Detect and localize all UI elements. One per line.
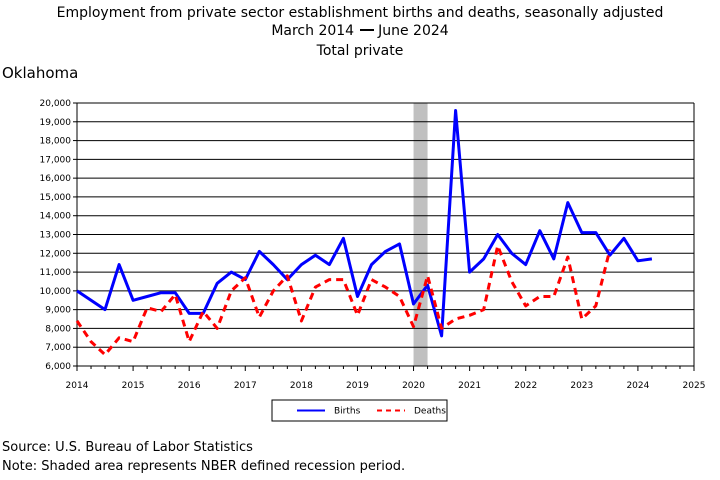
y-tick-label: 8,000 xyxy=(45,324,71,334)
x-tick-label: 2022 xyxy=(514,381,537,391)
region-label: Oklahoma xyxy=(2,64,79,82)
legend: Births Deaths xyxy=(271,399,448,422)
gridlines xyxy=(77,102,694,367)
y-tick-label: 7,000 xyxy=(45,343,71,353)
y-tick-label: 14,000 xyxy=(40,212,72,222)
chart-title: Employment from private sector establish… xyxy=(56,5,664,21)
source-note: Source: U.S. Bureau of Labor Statistics xyxy=(2,440,253,455)
legend-label-deaths: Deaths xyxy=(414,407,446,417)
subtitle-start: March 2014 xyxy=(271,23,355,39)
x-tick-label: 2019 xyxy=(346,381,369,391)
dash-glyph xyxy=(360,28,375,31)
y-tick-label: 16,000 xyxy=(40,174,72,184)
x-tick-label: 2021 xyxy=(458,381,481,391)
y-tick-label: 18,000 xyxy=(40,137,72,147)
x-tick-label: 2024 xyxy=(626,381,649,391)
y-tick-label: 12,000 xyxy=(40,249,72,259)
series-line-births xyxy=(76,109,653,338)
y-tick-label: 11,000 xyxy=(40,268,72,278)
recession-note: Note: Shaded area represents NBER define… xyxy=(2,459,406,474)
chart-subtitle-series: Total private xyxy=(316,43,404,59)
y-tick-label: 10,000 xyxy=(40,287,72,297)
series-line-deaths xyxy=(75,244,612,357)
axes: 6,000 7,000 8,000 9,000 10,000 11,000 12,000 13… xyxy=(40,99,706,391)
x-tick-label: 2025 xyxy=(683,381,706,391)
y-tick-label: 17,000 xyxy=(40,155,72,165)
x-tick-label: 2017 xyxy=(234,381,257,391)
legend-box xyxy=(271,399,448,422)
subtitle-end: June 2024 xyxy=(378,23,449,39)
y-tick-label: 6,000 xyxy=(45,362,71,372)
x-tick-label: 2016 xyxy=(178,381,201,391)
y-tick-label: 20,000 xyxy=(40,99,72,109)
y-tick-label: 9,000 xyxy=(45,306,71,316)
x-tick-label: 2018 xyxy=(290,381,313,391)
x-tick-label: 2015 xyxy=(122,381,145,391)
y-tick-label: 15,000 xyxy=(40,193,72,203)
legend-label-births: Births xyxy=(334,407,361,417)
y-tick-label: 13,000 xyxy=(40,231,72,241)
chart-subtitle-date-range: March 2014 June 2024 xyxy=(0,23,720,40)
series-lines xyxy=(75,109,653,357)
x-tick-label: 2020 xyxy=(402,381,425,391)
x-tick-label: 2014 xyxy=(66,381,89,391)
x-tick-label: 2023 xyxy=(570,381,593,391)
y-tick-label: 19,000 xyxy=(40,118,72,128)
line-chart: 6,000 7,000 8,000 9,000 10,000 11,000 12,000 13… xyxy=(40,99,706,422)
